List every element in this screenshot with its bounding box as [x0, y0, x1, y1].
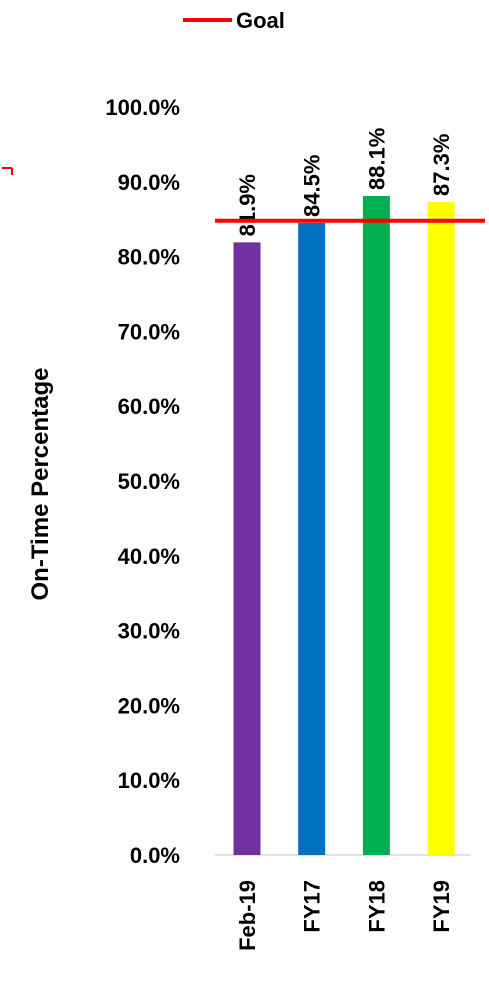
y-tick-label: 30.0% [118, 619, 180, 644]
legend: Goal [183, 8, 285, 33]
y-tick-label: 0.0% [130, 843, 180, 868]
category-label: FY18 [364, 880, 389, 933]
y-tick-label: 60.0% [118, 394, 180, 419]
category-labels: Feb-19 FY17 FY18 FY19 [235, 880, 454, 951]
y-tick-label: 40.0% [118, 544, 180, 569]
y-tick-label: 70.0% [118, 319, 180, 344]
bar [427, 201, 455, 856]
y-axis-title: On-Time Percentage [27, 368, 54, 601]
data-label: 87.3% [429, 134, 454, 196]
y-tick-label: 100.0% [105, 95, 180, 120]
bar [298, 222, 326, 855]
y-tick-label: 20.0% [118, 693, 180, 718]
category-label: FY19 [429, 880, 454, 933]
y-tick-label: 10.0% [118, 768, 180, 793]
stray-red-mark [2, 167, 13, 175]
bar [362, 196, 390, 856]
category-label: Feb-19 [235, 880, 260, 951]
y-tick-label: 80.0% [118, 245, 180, 270]
legend-goal-label: Goal [236, 8, 285, 33]
data-label: 81.9% [235, 174, 260, 236]
y-tick-label: 90.0% [118, 170, 180, 195]
data-label: 84.5% [300, 155, 325, 217]
data-labels: 81.9% 84.5% 88.1% 87.3% [235, 128, 454, 237]
category-label: FY17 [300, 880, 325, 933]
y-tick-label: 50.0% [118, 469, 180, 494]
y-tick-labels: 0.0% 10.0% 20.0% 30.0% 40.0% 50.0% 60.0% 70.0% 8… [105, 95, 180, 868]
data-label: 88.1% [364, 128, 389, 190]
bars [233, 196, 455, 856]
bar [233, 242, 261, 855]
